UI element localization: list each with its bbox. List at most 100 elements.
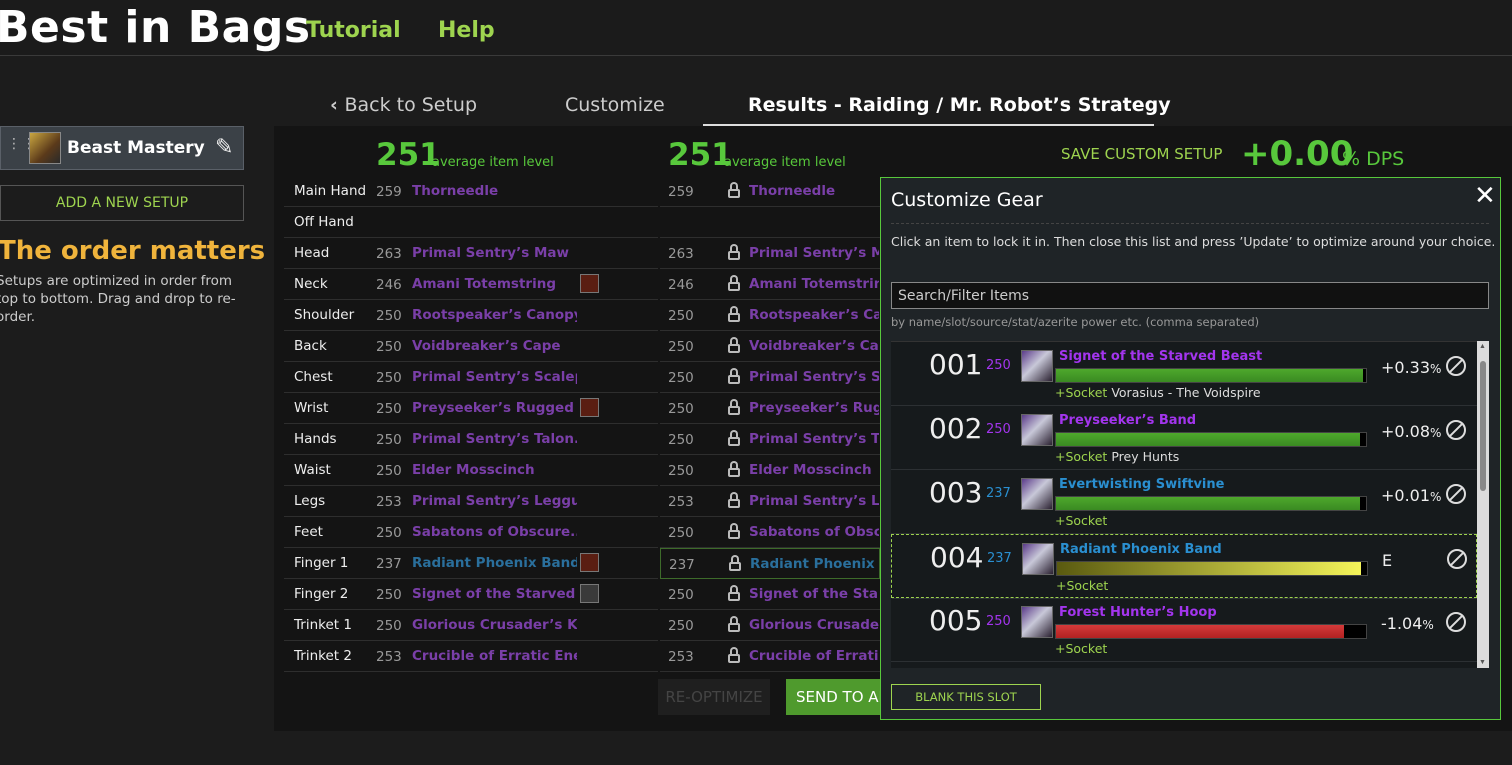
item-name[interactable]: Voidbreaker’s Cape [749, 338, 879, 354]
gear-row[interactable]: Finger 1 237 Radiant Phoenix Band [284, 548, 658, 579]
tab-results[interactable]: Results - Raiding / Mr. Robot’s Strategy [748, 94, 1171, 116]
gear-row[interactable]: Wrist 250 Preyseeker’s Rugged ... [284, 393, 658, 424]
optimized-gear-row[interactable]: 250 Glorious Crusader’s [660, 610, 880, 641]
optimized-gear-row[interactable]: 250 Voidbreaker’s Cape [660, 331, 880, 362]
item-name[interactable]: Sabatons of Obscure... [412, 524, 577, 540]
optimized-gear-row[interactable]: 237 Radiant Phoenix Ba [660, 548, 880, 579]
optimized-gear-row[interactable]: 263 Primal Sentry’s Maw [660, 238, 880, 269]
item-name[interactable]: Elder Mosscinch [412, 462, 535, 478]
item-name[interactable]: Radiant Phoenix Band [1060, 542, 1222, 557]
lock-icon[interactable] [728, 647, 740, 663]
gear-row[interactable]: Legs 253 Primal Sentry’s Leggu... [284, 486, 658, 517]
optimized-gear-row[interactable]: 250 Rootspeaker’s Canc [660, 300, 880, 331]
ban-icon[interactable] [1446, 356, 1466, 376]
item-name[interactable]: Primal Sentry’s Maw [749, 245, 879, 261]
ban-icon[interactable] [1446, 484, 1466, 504]
item-name[interactable]: Evertwisting Swiftvine [1059, 477, 1225, 492]
lock-icon[interactable] [728, 182, 740, 198]
reoptimize-button[interactable]: RE-OPTIMIZE [658, 679, 770, 715]
item-name[interactable]: Amani Totemstring [749, 276, 879, 292]
item-name[interactable]: Preyseeker’s Rugged ... [412, 400, 577, 416]
item-name[interactable]: Primal Sentry’s Scalep... [412, 369, 577, 385]
candidate-item[interactable]: 002 250 Preyseeker’s Band +0.08% +Socket Prey… [891, 406, 1477, 470]
optimized-gear-row[interactable]: 253 Primal Sentry’s Legg [660, 486, 880, 517]
item-list[interactable]: 001 250 Signet of the Starved Beast +0.33% +… [891, 341, 1489, 668]
list-scrollbar[interactable]: ▲ ▼ [1477, 341, 1489, 668]
gear-row[interactable]: Waist 250 Elder Mosscinch [284, 455, 658, 486]
lock-icon[interactable] [728, 523, 740, 539]
optimized-gear-row[interactable]: 246 Amani Totemstring [660, 269, 880, 300]
candidate-item[interactable]: 005 250 Forest Hunter’s Hoop -1.04% +Socket [891, 598, 1477, 662]
nav-tutorial[interactable]: Tutorial [306, 18, 401, 43]
save-custom-setup-button[interactable]: SAVE CUSTOM SETUP [1061, 145, 1223, 163]
lock-icon[interactable] [728, 399, 740, 415]
item-name[interactable]: Forest Hunter’s Hoop [1059, 605, 1217, 620]
optimized-gear-row[interactable]: 253 Crucible of Erratic E [660, 641, 880, 672]
ban-icon[interactable] [1447, 549, 1467, 569]
send-to-addon-button[interactable]: SEND TO ADDON [786, 679, 886, 715]
search-filter-input[interactable] [891, 282, 1489, 309]
optimized-gear-row[interactable]: 250 Sabatons of Obscur [660, 517, 880, 548]
item-name[interactable]: Primal Sentry’s Legg [749, 493, 879, 509]
drag-handle-icon[interactable]: ⋮⋮ [7, 135, 37, 151]
item-name[interactable]: Preyseeker’s Band [1059, 413, 1197, 428]
gear-row[interactable]: Trinket 1 250 Glorious Crusader’s K... [284, 610, 658, 641]
item-name[interactable]: Amani Totemstring [412, 276, 556, 292]
add-setup-button[interactable]: ADD A NEW SETUP [0, 185, 244, 221]
setup-card[interactable]: ⋮⋮ Beast Mastery ✎ [0, 126, 244, 170]
candidate-item[interactable]: 001 250 Signet of the Starved Beast +0.33% +… [891, 342, 1477, 406]
item-name[interactable]: Rootspeaker’s Canc [749, 307, 879, 323]
item-name[interactable]: Signet of the Starve [749, 586, 879, 602]
lock-icon[interactable] [728, 492, 740, 508]
scroll-down-icon[interactable]: ▼ [1479, 659, 1486, 666]
ban-icon[interactable] [1446, 420, 1466, 440]
gear-row[interactable]: Back 250 Voidbreaker’s Cape [284, 331, 658, 362]
scroll-thumb[interactable] [1480, 361, 1486, 491]
lock-icon[interactable] [728, 461, 740, 477]
item-name[interactable]: Elder Mosscinch [749, 462, 872, 478]
item-name[interactable]: Radiant Phoenix Band [412, 555, 577, 571]
item-name[interactable]: Primal Sentry’s Scal [749, 369, 879, 385]
optimized-gear-row[interactable]: 259 Thorneedle [660, 176, 880, 207]
item-name[interactable]: Primal Sentry’s Talo [749, 431, 879, 447]
item-name[interactable]: Crucible of Erratic Ene... [412, 648, 577, 664]
pencil-icon[interactable]: ✎ [215, 134, 234, 159]
item-name[interactable]: Voidbreaker’s Cape [412, 338, 561, 354]
scroll-up-icon[interactable]: ▲ [1479, 343, 1486, 350]
item-name[interactable]: Glorious Crusader’s K... [412, 617, 577, 633]
ban-icon[interactable] [1446, 612, 1466, 632]
gear-row[interactable]: Finger 2 250 Signet of the Starved ... [284, 579, 658, 610]
lock-icon[interactable] [728, 368, 740, 384]
gear-row[interactable]: Main Hand 259 Thorneedle [284, 176, 658, 207]
tab-back-to-setup[interactable]: ‹ Back to Setup [330, 94, 477, 116]
gear-row[interactable]: Shoulder 250 Rootspeaker’s Canopy [284, 300, 658, 331]
item-name[interactable]: Thorneedle [412, 183, 499, 199]
optimized-gear-row[interactable] [660, 207, 880, 238]
nav-help[interactable]: Help [438, 18, 495, 43]
gear-row[interactable]: Head 263 Primal Sentry’s Maw [284, 238, 658, 269]
lock-icon[interactable] [728, 244, 740, 260]
item-name[interactable]: Sabatons of Obscur [749, 524, 879, 540]
optimized-gear-row[interactable]: 250 Signet of the Starve [660, 579, 880, 610]
item-name[interactable]: Primal Sentry’s Maw [412, 245, 569, 261]
item-name[interactable]: Signet of the Starved Beast [1059, 349, 1263, 364]
item-name[interactable]: Primal Sentry’s Talon... [412, 431, 577, 447]
item-name[interactable]: Preyseeker’s Rugge [749, 400, 879, 416]
lock-icon[interactable] [728, 585, 740, 601]
gear-row[interactable]: Feet 250 Sabatons of Obscure... [284, 517, 658, 548]
app-logo[interactable]: Best in Bags [0, 2, 311, 53]
item-name[interactable]: Signet of the Starved ... [412, 586, 577, 602]
candidate-item[interactable]: 003 237 Evertwisting Swiftvine +0.01% +Socke… [891, 470, 1477, 534]
gear-row[interactable]: Neck 246 Amani Totemstring [284, 269, 658, 300]
item-name[interactable]: Thorneedle [749, 183, 836, 199]
item-name[interactable]: Rootspeaker’s Canopy [412, 307, 577, 323]
optimized-gear-row[interactable]: 250 Preyseeker’s Rugge [660, 393, 880, 424]
optimized-gear-row[interactable]: 250 Primal Sentry’s Talo [660, 424, 880, 455]
gear-row[interactable]: Hands 250 Primal Sentry’s Talon... [284, 424, 658, 455]
item-name[interactable]: Glorious Crusader’s [749, 617, 879, 633]
close-icon[interactable]: ✕ [1474, 181, 1496, 211]
lock-icon[interactable] [728, 337, 740, 353]
lock-icon[interactable] [728, 275, 740, 291]
gear-row[interactable]: Trinket 2 253 Crucible of Erratic Ene... [284, 641, 658, 672]
lock-icon[interactable] [729, 555, 741, 571]
